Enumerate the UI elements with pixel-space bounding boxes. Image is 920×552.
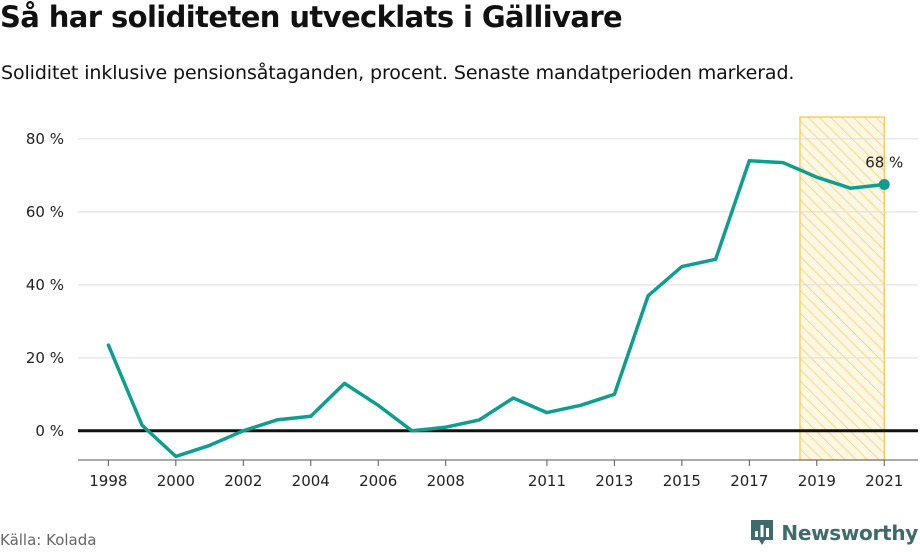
series-layer [106,159,890,459]
chart-title: Så har soliditeten utvecklats i Gällivar… [0,0,623,34]
end-point-marker [878,179,890,191]
x-tick-label: 2008 [427,472,465,490]
x-tick-label: 2019 [798,472,836,490]
x-tick-label: 2006 [359,472,397,490]
x-tick-label: 2011 [528,472,566,490]
grid-layer: 0 % 20 % 40 % 60 % 80 % [26,130,918,440]
y-tick-label: 20 % [26,349,64,367]
x-tick-label: 2000 [157,472,195,490]
x-tick-label: 2002 [224,472,262,490]
y-tick-label: 60 % [26,203,64,221]
x-tick-label: 2015 [663,472,701,490]
x-tick-label: 2017 [730,472,768,490]
end-value-label: 68 % [865,154,903,172]
chart-subtitle: Soliditet inklusive pensionsåtaganden, p… [1,62,795,84]
label-layer: 68 % [865,154,903,172]
brand-name: Newsworthy [781,521,918,545]
x-tick-label: 1998 [89,472,127,490]
bar-chart-icon [751,520,774,545]
source-note: Källa: Kolada [0,531,97,549]
x-tick-label: 2004 [292,472,330,490]
y-tick-label: 0 % [35,422,64,440]
x-tick-label: 2013 [595,472,633,490]
x-tick-label: 2021 [865,472,903,490]
axis-layer: 1998 2000 2002 2004 2006 2008 2011 2013 2015 2017… [78,459,918,490]
y-tick-label: 40 % [26,276,64,294]
y-tick-label: 80 % [26,130,64,148]
brand-logo: Newsworthy [749,518,918,548]
series-line [106,159,887,459]
